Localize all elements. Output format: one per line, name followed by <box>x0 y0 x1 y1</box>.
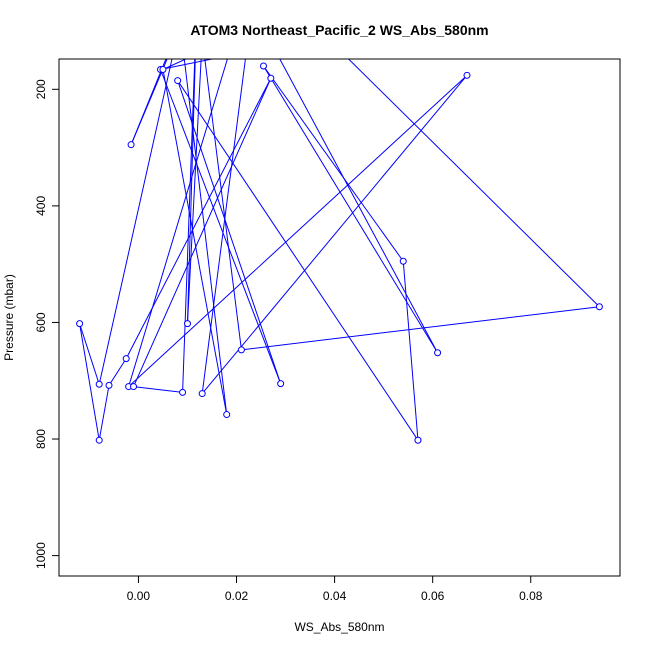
series-segment <box>263 65 404 262</box>
series-segment <box>133 78 272 387</box>
data-point <box>223 411 231 419</box>
data-point <box>127 141 135 149</box>
series-layer <box>79 1 600 441</box>
data-point <box>434 349 442 357</box>
data-point <box>277 380 285 388</box>
x-tick-label: 0.02 <box>225 589 249 603</box>
data-point <box>183 320 191 328</box>
series-segment <box>128 59 228 387</box>
points-layer <box>76 62 603 444</box>
series-segment <box>98 59 173 385</box>
series-segment <box>177 80 419 441</box>
x-tick-label: 0.08 <box>519 589 543 603</box>
x-tick-label: 0.00 <box>127 589 151 603</box>
series-segment <box>79 323 100 385</box>
data-point <box>463 71 471 79</box>
y-tick-label: 1000 <box>34 542 48 569</box>
chart-title: ATOM3 Northeast_Pacific_2 WS_Abs_580nm <box>190 22 488 38</box>
data-point <box>198 390 206 398</box>
series-segment <box>186 59 202 324</box>
series-segment <box>98 385 110 441</box>
data-point <box>179 388 187 396</box>
data-point <box>95 436 103 444</box>
series-segment <box>201 59 246 394</box>
series-segment <box>263 65 439 354</box>
series-segment <box>162 69 228 415</box>
data-point <box>105 381 113 389</box>
data-point <box>130 383 138 391</box>
data-point <box>259 62 267 70</box>
y-tick-label: 600 <box>34 312 48 332</box>
data-point <box>595 303 603 311</box>
data-point <box>76 320 84 328</box>
data-point <box>174 77 182 85</box>
series-segment <box>160 69 282 384</box>
series-segment <box>79 323 100 441</box>
series-segment <box>160 59 215 70</box>
series-segment <box>347 59 600 308</box>
x-axis: 0.00 0.02 0.04 0.06 0.08 <box>127 575 543 603</box>
series-segment <box>177 80 282 384</box>
y-tick-label: 800 <box>34 429 48 449</box>
series-segment <box>168 1 185 58</box>
data-point <box>237 346 245 354</box>
series-segment <box>201 75 468 394</box>
plot-frame <box>58 58 621 577</box>
series-segment <box>108 358 127 386</box>
data-point <box>95 380 103 388</box>
data-point <box>267 74 275 82</box>
series-segment <box>186 59 196 324</box>
x-tick-label: 0.06 <box>421 589 445 603</box>
y-tick-label: 200 <box>34 79 48 99</box>
x-tick-label: 0.04 <box>323 589 347 603</box>
y-axis-label: Pressure (mbar) <box>2 274 16 361</box>
series-segment <box>125 78 272 359</box>
y-tick-label: 400 <box>34 196 48 216</box>
data-point <box>414 436 422 444</box>
x-axis-label: WS_Abs_580nm <box>294 620 384 634</box>
data-point <box>159 65 167 73</box>
y-axis: 200 400 600 800 1000 <box>34 79 60 569</box>
data-point <box>122 355 130 363</box>
series-segment <box>402 261 419 441</box>
series-segment <box>279 59 439 353</box>
series-segment <box>241 306 600 351</box>
series-segment <box>133 386 183 393</box>
series-segment <box>183 59 228 415</box>
data-point <box>399 257 407 265</box>
series-segment <box>204 59 242 350</box>
series-segment <box>162 59 188 70</box>
